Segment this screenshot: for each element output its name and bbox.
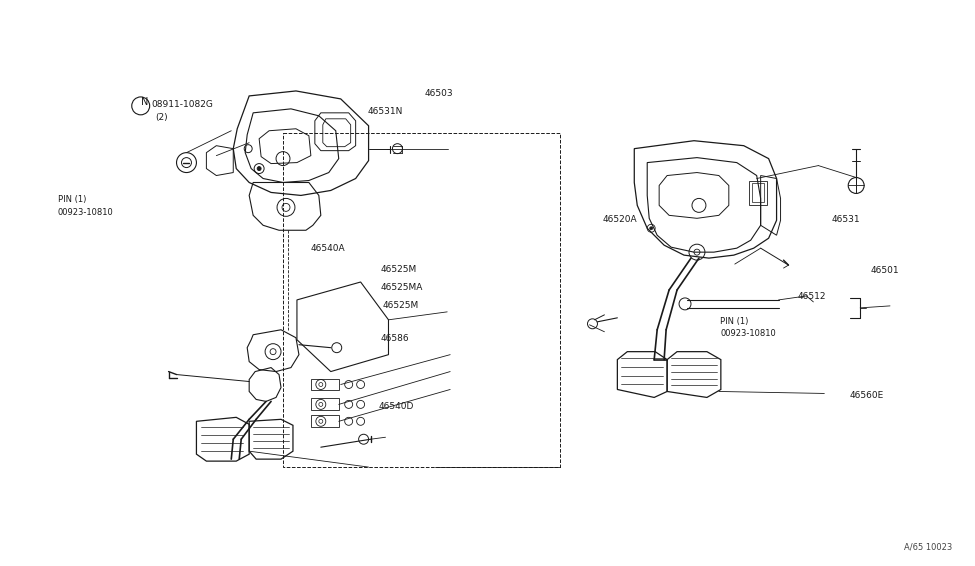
Text: 46560E: 46560E	[849, 391, 883, 400]
Bar	[311, 415, 338, 427]
Bar	[749, 181, 766, 205]
Text: 46525M: 46525M	[383, 301, 419, 310]
Text: N: N	[141, 97, 148, 107]
Bar	[311, 379, 338, 391]
Text: 46501: 46501	[871, 266, 899, 275]
Circle shape	[257, 166, 261, 170]
Text: 46525MA: 46525MA	[381, 283, 423, 292]
Bar	[311, 398, 338, 410]
Text: 46540D: 46540D	[379, 402, 414, 411]
Text: 46512: 46512	[798, 292, 827, 301]
Text: (2): (2)	[156, 113, 169, 122]
Text: PIN (1): PIN (1)	[58, 195, 86, 204]
Text: 46586: 46586	[381, 334, 410, 342]
Text: 46531N: 46531N	[368, 108, 403, 116]
Text: 46520A: 46520A	[603, 216, 638, 225]
Text: 08911-1082G: 08911-1082G	[152, 100, 214, 109]
Text: PIN (1): PIN (1)	[721, 317, 749, 326]
Bar	[752, 183, 763, 203]
Text: 46540A: 46540A	[311, 243, 345, 252]
Text: 46525M: 46525M	[381, 265, 417, 274]
Circle shape	[649, 227, 652, 230]
Text: A/65 10023: A/65 10023	[904, 542, 952, 551]
Text: 00923-10810: 00923-10810	[58, 208, 113, 217]
Text: 46531: 46531	[832, 216, 861, 225]
Text: 00923-10810: 00923-10810	[721, 329, 776, 338]
Text: 46503: 46503	[424, 89, 453, 98]
Bar	[283, 133, 560, 467]
